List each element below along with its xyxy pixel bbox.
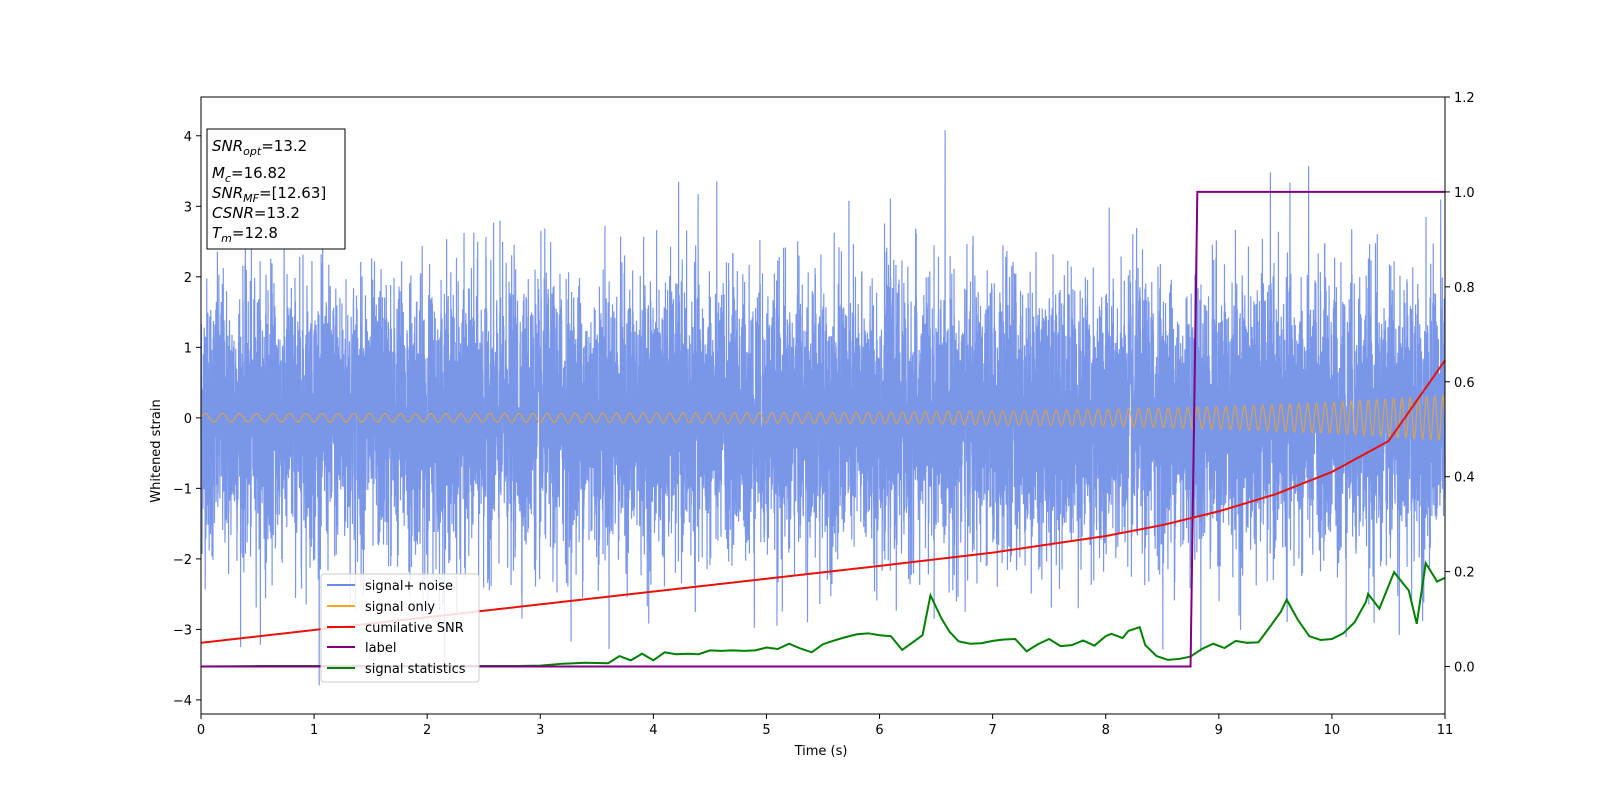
annotation-tm: Tm=12.8 (212, 224, 278, 245)
x-axis-label: Time (s) (794, 744, 848, 759)
legend-item-signal-only: signal only (327, 600, 435, 615)
x-tick-label: 2 (423, 723, 431, 738)
label-series (201, 190, 1445, 668)
parameter-annotation-box: SNRopt=13.2 Mc=16.82 SNRMF=[12.63] CSNR=… (206, 128, 346, 250)
signal-plus-noise-line (200, 130, 1446, 686)
x-tick-label: 0 (197, 723, 205, 738)
legend-item-label: label (327, 641, 396, 656)
y-left-tick-label: −4 (173, 694, 192, 709)
y-left-tick-label: −2 (173, 553, 192, 568)
y-axis-label: Whitened strain (149, 399, 164, 502)
x-tick-label: 9 (1215, 723, 1223, 738)
y-left-tick-label: −1 (173, 482, 192, 497)
legend-label-signal-noise: signal+ noise (365, 579, 453, 594)
legend-item-signal-statistics: signal statistics (327, 662, 466, 677)
y-axis-left: −4 −3 −2 −1 0 1 2 3 4 (173, 130, 201, 709)
y-left-tick-label: 2 (184, 271, 192, 286)
y-left-tick-label: 0 (184, 412, 192, 427)
legend-label-signal-statistics: signal statistics (365, 662, 466, 677)
x-tick-label: 11 (1437, 723, 1454, 738)
legend-frame (320, 573, 480, 683)
x-tick-label: 3 (536, 723, 544, 738)
signal-only-line (200, 394, 1446, 441)
annotation-mc: Mc=16.82 (212, 164, 287, 185)
legend-label-cumilative-snr: cumilative SNR (365, 621, 464, 636)
legend-label-signal-only: signal only (365, 600, 435, 615)
y-right-tick-label: 0.4 (1454, 471, 1475, 486)
y-right-tick-label: 0.8 (1454, 281, 1475, 296)
annotation-box-frame (206, 128, 346, 250)
y-left-tick-label: 3 (184, 200, 192, 215)
legend-item-signal-noise: signal+ noise (327, 579, 453, 594)
annotation-csnr: CSNR=13.2 (212, 204, 300, 222)
y-left-tick-label: 4 (184, 130, 192, 145)
x-tick-label: 6 (875, 723, 883, 738)
y-axis-right: 0.0 0.2 0.4 0.6 0.8 1.0 1.2 (1445, 91, 1475, 676)
label-line (201, 190, 1445, 668)
legend: signal+ noise signal only cumilative SNR… (320, 573, 480, 683)
x-tick-label: 4 (649, 723, 657, 738)
signal-statistics-line (200, 560, 1446, 668)
x-axis: 0 1 2 3 4 5 6 7 8 9 10 11 (197, 714, 1453, 738)
signal-plus-noise-series (200, 130, 1446, 686)
x-tick-label: 10 (1324, 723, 1341, 738)
x-tick-label: 8 (1102, 723, 1110, 738)
x-tick-label: 7 (988, 723, 996, 738)
annotation-snr-opt: SNRopt=13.2 (212, 137, 307, 158)
legend-label-label: label (365, 641, 396, 656)
y-right-tick-label: 0.2 (1454, 566, 1475, 581)
signal-statistics-series (200, 560, 1446, 668)
x-tick-label: 5 (762, 723, 770, 738)
annotation-snr-mf: SNRMF=[12.63] (212, 184, 326, 205)
y-right-tick-label: 1.0 (1454, 186, 1475, 201)
y-right-tick-label: 0.0 (1454, 661, 1475, 676)
y-right-tick-label: 0.6 (1454, 376, 1475, 391)
signal-only-series (200, 394, 1446, 441)
x-tick-label: 1 (310, 723, 318, 738)
y-left-tick-label: −3 (173, 623, 192, 638)
plot-frame (200, 96, 1446, 715)
legend-item-cumilative-snr: cumilative SNR (327, 621, 464, 636)
y-right-tick-label: 1.2 (1454, 91, 1475, 106)
y-left-tick-label: 1 (184, 341, 192, 356)
